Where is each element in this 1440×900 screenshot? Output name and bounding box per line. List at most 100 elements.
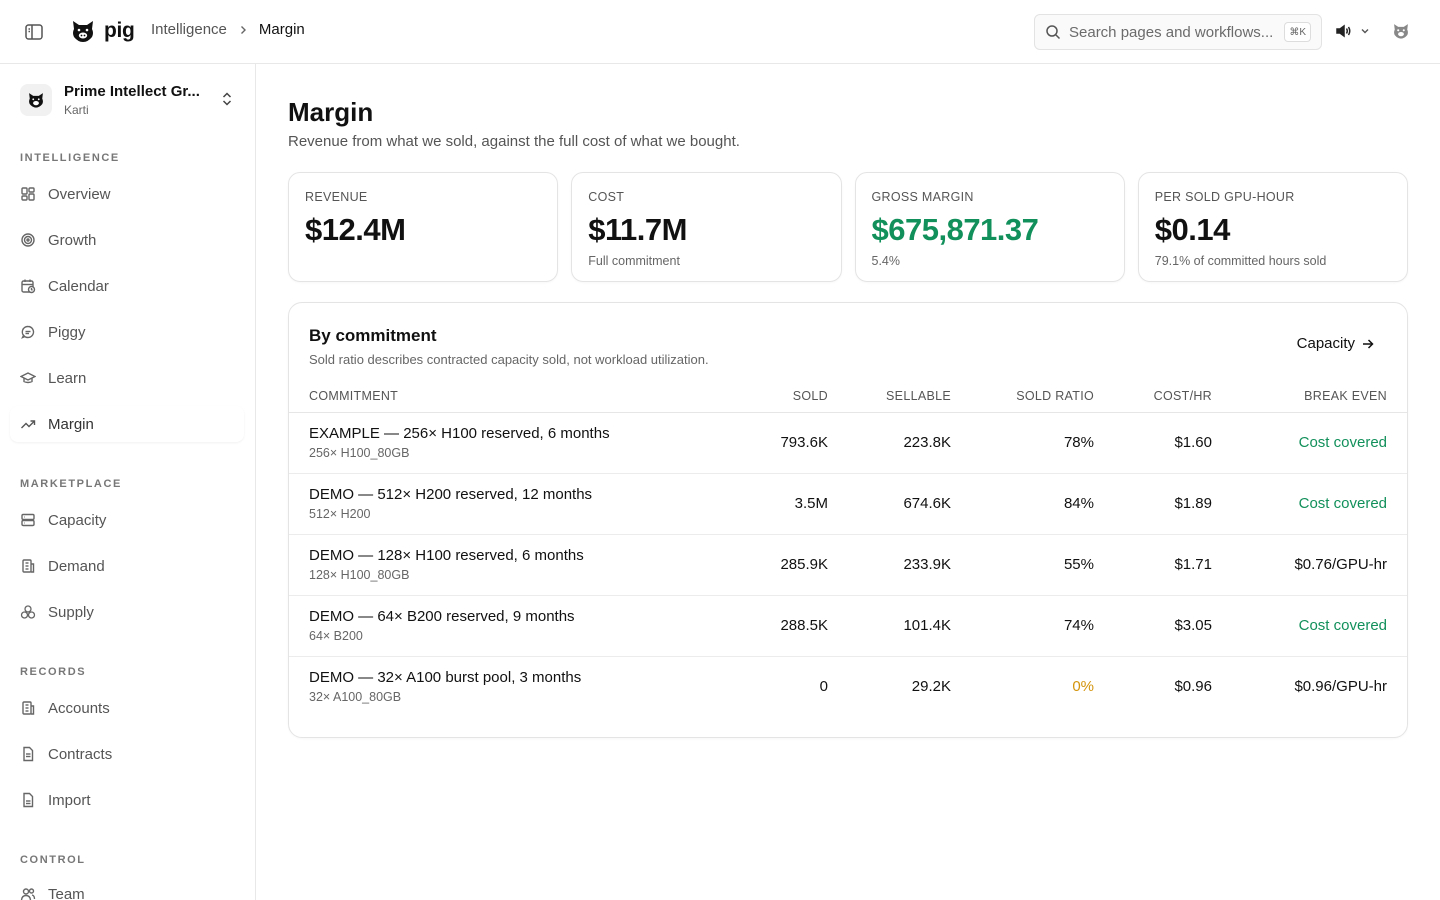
table-row[interactable]: EXAMPLE — 256× H100 reserved, 6 months 25… xyxy=(289,413,1407,474)
sidebar-item-label: Growth xyxy=(48,231,97,249)
capacity-link[interactable]: Capacity xyxy=(1297,335,1375,352)
sidebar-item-overview[interactable]: Overview xyxy=(10,176,244,212)
app-logo[interactable]: pig xyxy=(70,18,135,44)
sidebar-item-label: Accounts xyxy=(48,699,110,717)
building-icon xyxy=(20,558,36,574)
sidebar-toggle-icon[interactable] xyxy=(22,20,46,44)
cost-hr-value: $1.60 xyxy=(1174,434,1212,451)
capacity-link-label: Capacity xyxy=(1296,335,1355,352)
sidebar-item-label: Contracts xyxy=(48,745,113,763)
nav-section-control: CONTROL xyxy=(20,854,86,866)
server-icon xyxy=(20,512,36,528)
table-row[interactable]: DEMO — 64× B200 reserved, 9 months 64× B2… xyxy=(289,596,1407,657)
speaker-icon xyxy=(1336,24,1351,38)
sidebar-item-margin[interactable]: Margin xyxy=(10,406,244,442)
search-box[interactable]: ⌘K xyxy=(1034,14,1322,50)
sold-value: 0 xyxy=(819,678,828,695)
sidebar-item-supply[interactable]: Supply xyxy=(10,594,244,630)
commitment-name: DEMO — 32× A100 burst pool, 3 months xyxy=(309,669,582,686)
sold-value: 793.6K xyxy=(780,434,828,451)
break-even-value: $0.96/GPU-hr xyxy=(1294,678,1387,695)
table-row[interactable]: DEMO — 128× H100 reserved, 6 months 128× … xyxy=(289,535,1407,596)
sidebar-item-label: Import xyxy=(48,791,91,809)
commitment-hardware: 256× H100_80GB xyxy=(309,446,410,460)
kpi-value: $12.4M xyxy=(305,212,406,247)
sidebar-item-piggy[interactable]: Piggy xyxy=(10,314,244,350)
sellable-value: 223.8K xyxy=(903,434,951,451)
commitment-name: EXAMPLE — 256× H100 reserved, 6 months xyxy=(309,425,610,442)
column-header-sellable[interactable]: SELLABLE xyxy=(886,389,951,403)
sold-value: 288.5K xyxy=(780,617,828,634)
kpi-card-per-gpu-hour: PER SOLD GPU-HOUR $0.14 79.1% of committ… xyxy=(1137,172,1408,282)
sidebar-item-demand[interactable]: Demand xyxy=(10,548,244,584)
sidebar-item-calendar[interactable]: Calendar xyxy=(10,268,244,304)
column-header-sold-ratio[interactable]: SOLD RATIO xyxy=(1016,389,1094,403)
table-row[interactable]: DEMO — 32× A100 burst pool, 3 months 32× … xyxy=(289,657,1407,718)
sellable-value: 101.4K xyxy=(903,617,951,634)
org-switcher[interactable]: Prime Intellect Gr... Karti xyxy=(20,82,238,118)
org-name: Prime Intellect Gr... xyxy=(64,83,200,100)
sidebar-item-label: Calendar xyxy=(48,277,109,295)
kpi-card-revenue: REVENUE $12.4M xyxy=(288,172,559,282)
cost-hr-value: $1.71 xyxy=(1174,556,1212,573)
dashboard-icon xyxy=(20,186,36,202)
building-icon xyxy=(20,700,36,716)
nav-section-intelligence: INTELLIGENCE xyxy=(20,152,120,164)
nav-section-marketplace: MARKETPLACE xyxy=(20,478,122,490)
break-even-value: Cost covered xyxy=(1298,495,1387,512)
sellable-value: 674.6K xyxy=(903,495,951,512)
column-header-commitment[interactable]: COMMITMENT xyxy=(309,389,399,403)
sold-ratio-value: 84% xyxy=(1063,495,1094,512)
column-header-break-even[interactable]: BREAK EVEN xyxy=(1304,389,1387,403)
sidebar-item-label: Overview xyxy=(48,185,111,203)
sidebar-item-label: Team xyxy=(48,885,85,900)
kpi-label: GROSS MARGIN xyxy=(871,190,974,204)
sold-value: 3.5M xyxy=(794,495,828,512)
table-row[interactable]: DEMO — 512× H200 reserved, 12 months 512×… xyxy=(289,474,1407,535)
boxes-icon xyxy=(20,604,36,620)
chevron-right-icon xyxy=(237,24,249,36)
commitment-hardware: 128× H100_80GB xyxy=(309,568,410,582)
sellable-value: 233.9K xyxy=(903,556,951,573)
file-text-icon xyxy=(20,746,36,762)
org-user: Karti xyxy=(64,103,89,117)
sidebar-item-label: Margin xyxy=(48,415,94,433)
sidebar-item-capacity[interactable]: Capacity xyxy=(10,502,244,538)
search-shortcut-badge: ⌘K xyxy=(1284,22,1311,42)
commitment-hardware: 64× B200 xyxy=(309,629,363,643)
commitment-name: DEMO — 128× H100 reserved, 6 months xyxy=(309,547,584,564)
sidebar-item-label: Learn xyxy=(48,369,87,387)
sidebar-item-learn[interactable]: Learn xyxy=(10,360,244,396)
arrow-right-icon xyxy=(1363,338,1374,349)
sidebar-item-label: Piggy xyxy=(48,323,86,341)
sidebar-item-label: Supply xyxy=(48,603,94,621)
sold-ratio-value: 74% xyxy=(1063,617,1094,634)
message-circle-icon xyxy=(20,324,36,340)
sidebar-item-growth[interactable]: Growth xyxy=(10,222,244,258)
trending-up-icon xyxy=(20,416,36,432)
sidebar-item-accounts[interactable]: Accounts xyxy=(10,690,244,726)
break-even-value: $0.76/GPU-hr xyxy=(1294,556,1387,573)
column-header-sold[interactable]: SOLD xyxy=(792,389,828,403)
nav-section-records: RECORDS xyxy=(20,666,87,678)
sold-value: 285.9K xyxy=(780,556,828,573)
sidebar-item-label: Capacity xyxy=(48,511,107,529)
sidebar: Prime Intellect Gr... Karti INTELLIGENCE… xyxy=(0,64,256,900)
file-import-icon xyxy=(20,792,36,808)
table-header: COMMITMENT SOLD SELLABLE SOLD RATIO COST… xyxy=(289,389,1407,413)
cost-hr-value: $3.05 xyxy=(1174,617,1212,634)
column-header-cost-hr[interactable]: COST/HR xyxy=(1153,389,1212,403)
kpi-card-cost: COST $11.7M Full commitment xyxy=(571,172,842,282)
search-input[interactable] xyxy=(1069,23,1279,41)
kpi-card-gross-margin: GROSS MARGIN $675,871.37 5.4% xyxy=(854,172,1125,282)
sound-menu-button[interactable] xyxy=(1334,22,1370,40)
user-avatar[interactable] xyxy=(1392,22,1410,45)
kpi-value: $11.7M xyxy=(588,212,687,247)
breadcrumb-parent[interactable]: Intelligence xyxy=(151,21,227,38)
breadcrumb-current: Margin xyxy=(258,21,305,38)
sidebar-item-import[interactable]: Import xyxy=(10,782,244,818)
sidebar-item-contracts[interactable]: Contracts xyxy=(10,736,244,772)
kpi-row: REVENUE $12.4M COST $11.7M Full commitme… xyxy=(288,172,1408,282)
kpi-label: PER SOLD GPU-HOUR xyxy=(1154,190,1295,204)
sidebar-item-team[interactable]: Team xyxy=(10,876,244,900)
